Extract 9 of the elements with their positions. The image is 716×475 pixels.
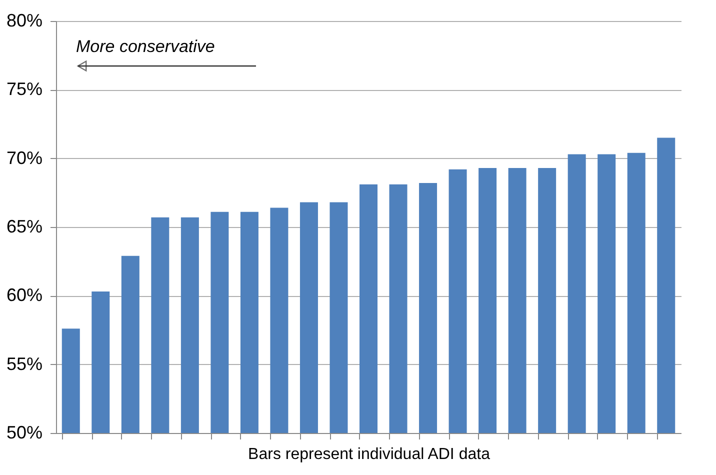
- y-tick-label: 50%: [6, 422, 42, 442]
- y-tick-label: 80%: [6, 10, 42, 30]
- y-tick-label: 70%: [6, 148, 42, 168]
- y-tick-label: 60%: [6, 285, 42, 306]
- y-tick-label: 75%: [6, 79, 42, 100]
- annotation: More conservative: [76, 37, 215, 56]
- x-axis-title: Bars represent individual ADI data: [248, 446, 490, 463]
- y-tick-label: 55%: [6, 354, 42, 374]
- y-tick-label: 65%: [6, 216, 42, 236]
